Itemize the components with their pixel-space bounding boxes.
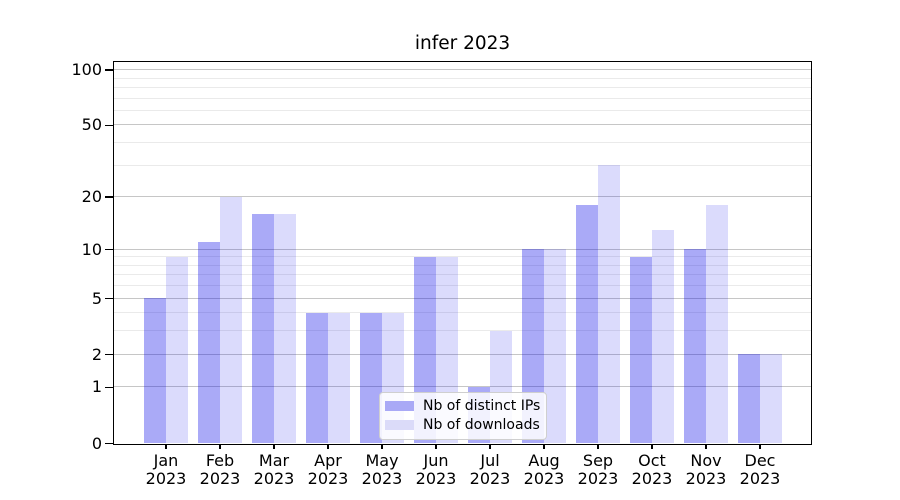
x-tick (705, 444, 707, 449)
x-tick (543, 444, 545, 449)
gridline-major (114, 69, 811, 71)
gridline-major (114, 386, 811, 388)
bar-downloads-nov (705, 204, 728, 443)
bar-downloads-sep (597, 165, 620, 443)
gridline-minor (114, 164, 811, 166)
bar-distinct-ips-mar (251, 213, 274, 443)
bar-downloads-apr (327, 312, 350, 443)
bar-distinct-ips-feb (197, 241, 220, 443)
x-tick (273, 444, 275, 449)
gridline-major (114, 124, 811, 126)
legend: Nb of distinct IPs Nb of downloads (379, 392, 548, 440)
gridline-minor (114, 330, 811, 332)
bar-distinct-ips-apr (305, 312, 328, 443)
gridline-minor (114, 142, 811, 144)
bar-distinct-ips-may (359, 312, 382, 443)
bar-downloads-feb (219, 196, 242, 443)
x-tick-label-jan: Jan 2023 (145, 450, 187, 488)
gridline-minor (114, 109, 811, 111)
bar-distinct-ips-jan (143, 298, 166, 443)
legend-label-distinct-ips: Nb of distinct IPs (423, 398, 541, 414)
x-tick-label-mar: Mar 2023 (253, 450, 295, 488)
bar-downloads-jan (165, 256, 188, 443)
legend-swatch-downloads (385, 419, 414, 431)
gridline-minor (114, 97, 811, 99)
gridline-minor (114, 285, 811, 287)
bar-downloads-oct (651, 229, 674, 443)
legend-item-distinct-ips: Nb of distinct IPs (385, 398, 540, 414)
x-tick (327, 444, 329, 449)
y-tick-label-1: 1 (91, 377, 102, 397)
x-tick-label-aug: Aug 2023 (523, 450, 565, 488)
y-tick-label-10: 10 (81, 239, 102, 259)
y-tick (105, 196, 113, 198)
gridline-minor (114, 256, 811, 258)
x-tick (759, 444, 761, 449)
x-tick-label-may: May 2023 (361, 450, 403, 488)
plot-area (113, 61, 812, 445)
x-tick-label-sep: Sep 2023 (577, 450, 619, 488)
bar-distinct-ips-dec (737, 354, 760, 443)
x-tick (597, 444, 599, 449)
x-tick-label-apr: Apr 2023 (307, 450, 349, 488)
x-tick-label-jul: Jul 2023 (469, 450, 511, 488)
gridline-minor (114, 274, 811, 276)
y-tick (105, 442, 113, 445)
gridline-major (114, 297, 811, 299)
gridline-minor (114, 264, 811, 266)
x-tick-label-nov: Nov 2023 (685, 450, 727, 488)
y-tick (105, 248, 113, 251)
y-tick (105, 69, 113, 71)
x-tick (489, 444, 491, 449)
bar-distinct-ips-oct (629, 256, 652, 443)
y-tick (105, 297, 113, 300)
y-tick-label-20: 20 (81, 187, 102, 207)
legend-swatch-distinct-ips (385, 400, 414, 412)
x-tick (651, 444, 653, 449)
x-tick-label-oct: Oct 2023 (631, 450, 673, 488)
bar-distinct-ips-nov (683, 249, 706, 443)
y-tick (105, 124, 113, 127)
x-tick (219, 444, 221, 449)
gridline-minor (114, 86, 811, 88)
y-tick-label-0: 0 (91, 433, 102, 453)
x-tick (435, 444, 437, 449)
x-tick-label-feb: Feb 2023 (199, 450, 241, 488)
bar-downloads-mar (273, 213, 296, 443)
bar-distinct-ips-sep (575, 204, 598, 443)
y-tick-label-5: 5 (91, 288, 102, 308)
gridline-major (114, 196, 811, 198)
legend-label-downloads: Nb of downloads (423, 417, 540, 433)
gridline-major (114, 353, 811, 355)
y-tick-label-2: 2 (91, 344, 102, 364)
y-tick-label-50: 50 (81, 115, 102, 135)
gridline-minor (114, 312, 811, 314)
y-tick (105, 386, 113, 389)
bar-downloads-dec (759, 354, 782, 443)
x-tick (381, 444, 383, 449)
y-tick (105, 353, 113, 356)
bar-downloads-aug (543, 249, 566, 443)
chart-title: infer 2023 (414, 33, 511, 54)
gridline-major (114, 248, 811, 250)
legend-item-downloads: Nb of downloads (385, 417, 540, 433)
x-tick-label-dec: Dec 2023 (739, 450, 781, 488)
x-tick (165, 444, 167, 449)
x-tick-label-jun: Jun 2023 (415, 450, 457, 488)
y-tick-label-100: 100 (71, 60, 102, 80)
gridline-minor (114, 77, 811, 79)
